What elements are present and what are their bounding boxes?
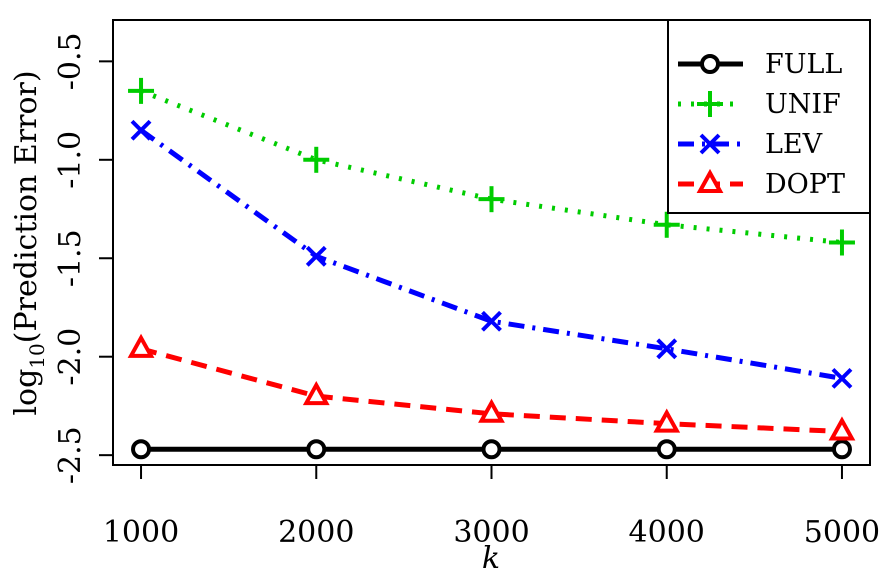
x-tick-label: 5000 <box>804 515 880 550</box>
y-axis-label-rest: (Prediction Error) <box>9 70 44 343</box>
legend-box <box>667 19 871 214</box>
data-point-lev <box>656 338 678 360</box>
data-point-dopt <box>302 380 330 406</box>
x-axis-label: k <box>482 541 500 576</box>
x-tick-label: 2000 <box>278 515 354 550</box>
legend-marker <box>697 91 723 117</box>
data-point-lev <box>481 310 502 332</box>
data-point-lev <box>305 245 327 267</box>
y-axis-label-log: log <box>9 369 44 416</box>
data-point-unif <box>653 211 680 238</box>
data-point-unif <box>828 229 855 256</box>
legend-label: LEV <box>765 129 823 160</box>
y-tick-label: -0.5 <box>53 32 88 90</box>
legend-label: DOPT <box>765 169 845 200</box>
series-line-lev <box>139 128 843 381</box>
data-point-dopt <box>828 416 856 441</box>
y-tick-label: -1.0 <box>53 131 88 189</box>
y-axis-label: log10(Prediction Error) <box>9 70 49 415</box>
y-axis-label-subscript: 10 <box>25 343 49 368</box>
legend: FULL UNIF LEV DOPT <box>667 19 871 214</box>
legend-label: UNIF <box>765 89 841 120</box>
data-point-full <box>131 439 152 460</box>
data-point-dopt <box>127 333 155 358</box>
data-point-unif <box>128 77 155 104</box>
series-lev <box>130 119 853 389</box>
series-unif <box>128 77 855 256</box>
data-point-unif <box>478 186 505 213</box>
legend-marker <box>700 54 720 74</box>
series-dopt <box>127 333 856 441</box>
x-axis: 1000 2000 3000 4000 5000 <box>103 464 880 550</box>
legend-marker <box>699 133 721 155</box>
y-axis: -2.5 -2.0 -1.5 -1.0 -0.5 <box>53 32 114 484</box>
x-tick-label: 3000 <box>453 515 529 550</box>
x-tick-label: 4000 <box>629 515 705 550</box>
series-full <box>131 439 852 460</box>
y-tick-label: -1.5 <box>53 229 88 287</box>
legend-label: FULL <box>765 49 842 80</box>
x-tick-label: 1000 <box>103 515 179 550</box>
legend-item-full: FULL <box>678 49 842 80</box>
data-point-dopt <box>478 398 505 423</box>
series-layer <box>127 77 856 460</box>
legend-item-unif: UNIF <box>678 89 841 120</box>
data-point-unif <box>303 146 330 173</box>
data-point-full <box>481 439 502 460</box>
data-point-full <box>656 439 677 460</box>
data-point-full <box>306 439 327 460</box>
legend-marker <box>696 168 724 193</box>
data-point-dopt <box>653 408 681 433</box>
data-point-lev <box>130 119 152 141</box>
legend-item-lev: LEV <box>678 129 823 160</box>
legend-item-dopt: DOPT <box>678 168 845 200</box>
legend-items: FULL UNIF LEV DOPT <box>678 49 845 200</box>
y-tick-label: -2.0 <box>53 328 88 386</box>
data-point-full <box>831 439 852 460</box>
y-tick-label: -2.5 <box>53 426 88 484</box>
data-point-lev <box>831 367 853 389</box>
